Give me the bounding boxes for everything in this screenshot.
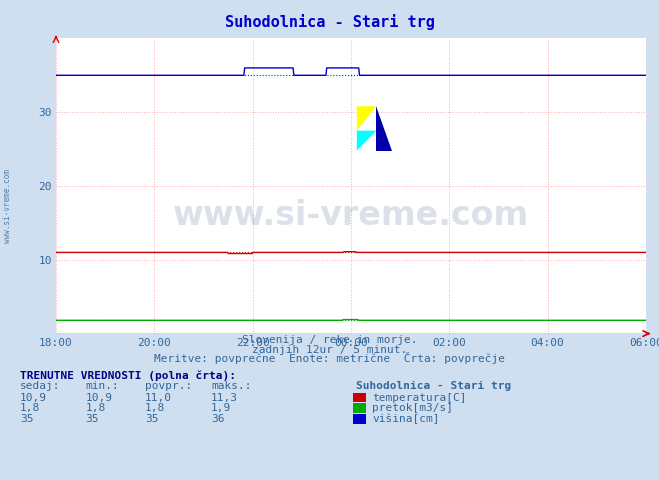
- Polygon shape: [357, 131, 376, 151]
- Text: 35: 35: [86, 414, 99, 424]
- Text: 1,8: 1,8: [20, 403, 40, 413]
- Polygon shape: [357, 106, 376, 131]
- Text: 10,9: 10,9: [20, 393, 47, 403]
- Text: 11,0: 11,0: [145, 393, 172, 403]
- Text: Meritve: povprečne  Enote: metrične  Črta: povprečje: Meritve: povprečne Enote: metrične Črta:…: [154, 352, 505, 364]
- Text: www.si-vreme.com: www.si-vreme.com: [3, 169, 13, 243]
- Text: 1,8: 1,8: [86, 403, 106, 413]
- Polygon shape: [376, 106, 392, 151]
- Text: 11,3: 11,3: [211, 393, 238, 403]
- Text: TRENUTNE VREDNOSTI (polna črta):: TRENUTNE VREDNOSTI (polna črta):: [20, 371, 236, 381]
- Text: www.si-vreme.com: www.si-vreme.com: [173, 199, 529, 232]
- Text: temperatura[C]: temperatura[C]: [372, 393, 467, 403]
- Text: 35: 35: [20, 414, 33, 424]
- Text: 36: 36: [211, 414, 224, 424]
- Text: pretok[m3/s]: pretok[m3/s]: [372, 403, 453, 413]
- Text: 35: 35: [145, 414, 158, 424]
- Text: 1,9: 1,9: [211, 403, 231, 413]
- Text: povpr.:: povpr.:: [145, 381, 192, 391]
- Text: maks.:: maks.:: [211, 381, 251, 391]
- Text: Slovenija / reke in morje.: Slovenija / reke in morje.: [242, 335, 417, 345]
- Text: min.:: min.:: [86, 381, 119, 391]
- Text: Suhodolnica - Stari trg: Suhodolnica - Stari trg: [356, 381, 511, 391]
- Text: 10,9: 10,9: [86, 393, 113, 403]
- Text: zadnjih 12ur / 5 minut.: zadnjih 12ur / 5 minut.: [252, 345, 407, 355]
- Text: Suhodolnica - Stari trg: Suhodolnica - Stari trg: [225, 13, 434, 30]
- Text: višina[cm]: višina[cm]: [372, 414, 440, 424]
- Text: sedaj:: sedaj:: [20, 381, 60, 391]
- Text: 1,8: 1,8: [145, 403, 165, 413]
